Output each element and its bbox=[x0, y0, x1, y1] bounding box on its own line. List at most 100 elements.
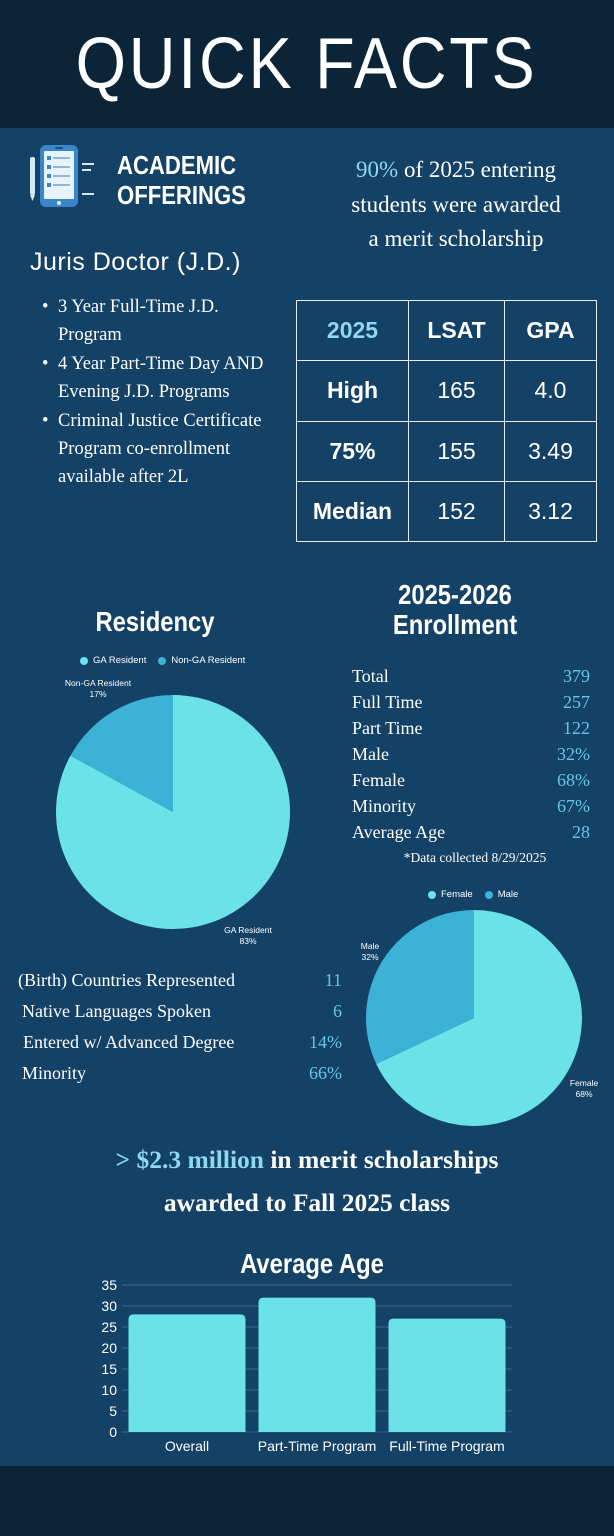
legend-label: Male bbox=[497, 889, 519, 900]
pie-slice-percent: 68% bbox=[575, 1089, 593, 1099]
enrollment-title-line2: Enrollment bbox=[392, 609, 518, 640]
bar-full-time-program bbox=[388, 1318, 506, 1432]
enrollment-row: Total 379 bbox=[352, 663, 590, 689]
legend-swatch bbox=[428, 890, 436, 899]
bar-overall bbox=[128, 1314, 246, 1432]
enrollment-value: 67% bbox=[557, 796, 590, 816]
fact-value: 6 bbox=[333, 1001, 342, 1021]
fact-label: Minority bbox=[22, 1063, 87, 1083]
legend-swatch bbox=[158, 656, 167, 665]
program-list: 3 Year Full-Time J.D. Program 4 Year Par… bbox=[40, 293, 280, 492]
footer-band bbox=[0, 1466, 614, 1536]
academic-heading-line1: ACADEMIC bbox=[117, 150, 237, 180]
document-tablet-icon bbox=[30, 145, 94, 207]
enrollment-row: Male 32% bbox=[352, 741, 590, 767]
y-tick-label: 15 bbox=[101, 1361, 117, 1377]
header-band: QUICK FACTS bbox=[0, 0, 614, 128]
residency-legend: GA Resident Non-GA Resident bbox=[80, 655, 245, 666]
table-row: High 165 4.0 bbox=[296, 360, 597, 422]
table-row: Median 152 3.12 bbox=[296, 480, 597, 543]
x-tick-label: Full-Time Program bbox=[389, 1438, 504, 1454]
fact-row: Entered w/ Advanced Degree 14% bbox=[18, 1027, 342, 1058]
pie-slice-male bbox=[366, 910, 474, 1064]
pie-slice-female bbox=[376, 910, 582, 1126]
pie-slice-label: Male bbox=[360, 941, 380, 951]
legend-label: GA Resident bbox=[93, 655, 147, 666]
scholarship-percent: 90% bbox=[356, 157, 399, 182]
enrollment-value: 32% bbox=[557, 744, 590, 764]
fact-label: Native Languages Spoken bbox=[22, 1001, 211, 1021]
x-tick-label: Overall bbox=[165, 1438, 209, 1454]
table-cell: 3.12 bbox=[504, 480, 597, 543]
scholarship-line-3: a merit scholarship bbox=[368, 226, 544, 251]
table-cell: 3.49 bbox=[504, 420, 597, 482]
table-cell: Median bbox=[296, 480, 409, 543]
list-item: Criminal Justice Certificate Program co-… bbox=[40, 407, 280, 492]
enrollment-value: 257 bbox=[563, 692, 590, 712]
enrollment-label: Female bbox=[352, 770, 405, 790]
table-row: 2025 LSAT GPA bbox=[296, 299, 597, 362]
academic-offerings-heading: ACADEMIC OFFERINGS bbox=[117, 150, 246, 210]
table-cell: High bbox=[296, 360, 409, 422]
pie-label-non-ga: Non-GA Resident 17% bbox=[50, 678, 146, 700]
pie-slice-percent: 17% bbox=[89, 689, 107, 699]
average-age-bar-chart: 0 5 10 15 20 25 30 35 Overall Part-Time Program Fu… bbox=[101, 1277, 512, 1454]
x-tick-label: Part-Time Program bbox=[258, 1438, 377, 1454]
y-tick-label: 5 bbox=[109, 1403, 117, 1419]
table-cell: 165 bbox=[408, 360, 505, 422]
scholarship-line-2: students were awarded bbox=[351, 192, 561, 217]
pie-label-ga: GA Resident 83% bbox=[208, 925, 288, 947]
academic-heading-line2: OFFERINGS bbox=[117, 180, 246, 210]
pie-slice-label: Non-GA Resident bbox=[64, 678, 132, 688]
enrollment-label: Full Time bbox=[352, 692, 423, 712]
merit-line-1: > $2.3 million in merit scholarships bbox=[0, 1145, 614, 1175]
fact-label: Entered w/ Advanced Degree bbox=[23, 1032, 235, 1052]
y-tick-label: 10 bbox=[101, 1382, 117, 1398]
table-header-year: 2025 bbox=[296, 299, 409, 362]
enrollment-row: Female 68% bbox=[352, 767, 590, 793]
fact-value: 11 bbox=[324, 970, 342, 990]
fact-label: (Birth) Countries Represented bbox=[18, 970, 235, 990]
enrollment-row: Minority 67% bbox=[352, 793, 590, 819]
list-item: 3 Year Full-Time J.D. Program bbox=[40, 293, 280, 350]
y-tick-label: 35 bbox=[101, 1277, 117, 1293]
fact-row: Native Languages Spoken 6 bbox=[18, 996, 342, 1027]
facts-list: (Birth) Countries Represented 11 Native La… bbox=[18, 965, 342, 1089]
enrollment-label: Total bbox=[352, 666, 389, 686]
y-tick-label: 20 bbox=[101, 1340, 117, 1356]
enrollment-label: Part Time bbox=[352, 718, 423, 738]
table-row: 75% 155 3.49 bbox=[296, 420, 597, 482]
merit-amount: > $2.3 million bbox=[115, 1145, 264, 1174]
average-age-title: Average Age bbox=[240, 1248, 384, 1279]
scholarship-line-1: 90% of 2025 entering bbox=[306, 157, 606, 183]
fact-value: 66% bbox=[309, 1063, 342, 1083]
pie-slice-percent: 32% bbox=[361, 952, 379, 962]
bar-part-time-program bbox=[258, 1297, 376, 1432]
enrollment-label: Average Age bbox=[352, 822, 446, 842]
pie-label-male: Male 32% bbox=[350, 941, 390, 963]
table-cell: 75% bbox=[296, 420, 409, 482]
enrollment-list: Total 379 Full Time 257 Part Time 122 Male 32% F… bbox=[352, 663, 590, 845]
enrollment-title: 2025-2026 Enrollment bbox=[370, 580, 540, 640]
enrollment-value: 68% bbox=[557, 770, 590, 790]
enrollment-label: Male bbox=[352, 744, 389, 764]
y-tick-label: 0 bbox=[109, 1424, 117, 1440]
residency-pie-chart bbox=[56, 695, 290, 929]
enrollment-label: Minority bbox=[352, 796, 417, 816]
gender-legend: Female Male bbox=[428, 889, 518, 900]
table-cell: 155 bbox=[408, 420, 505, 482]
pie-slice-percent: 83% bbox=[239, 936, 257, 946]
enrollment-value: 379 bbox=[563, 666, 590, 686]
admission-stats-table: 2025 LSAT GPA High 165 4.0 75% 155 3.49 … bbox=[296, 299, 597, 543]
y-tick-label: 30 bbox=[101, 1298, 117, 1314]
y-tick-label: 25 bbox=[101, 1319, 117, 1335]
residency-title: Residency bbox=[95, 606, 215, 637]
table-cell: 4.0 bbox=[504, 360, 597, 422]
legend-label: Non-GA Resident bbox=[171, 655, 246, 666]
pie-slice-label: Female bbox=[569, 1078, 599, 1088]
fact-row: Minority 66% bbox=[18, 1058, 342, 1089]
scholarship-line-1-text: of 2025 entering bbox=[398, 157, 556, 182]
legend-swatch bbox=[484, 890, 493, 899]
fact-row: (Birth) Countries Represented 11 bbox=[18, 965, 342, 996]
enrollment-row: Average Age 28 bbox=[352, 819, 590, 845]
